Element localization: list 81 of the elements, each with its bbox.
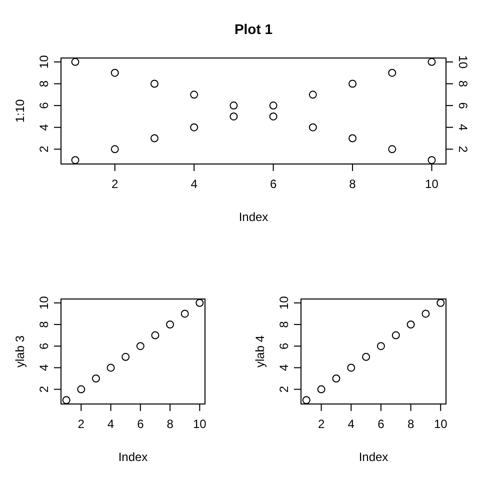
y-axis-title: ylab 3 bbox=[13, 335, 27, 368]
x-tick-label: 6 bbox=[378, 417, 385, 431]
x-tick-label: 6 bbox=[137, 417, 144, 431]
point bbox=[422, 310, 430, 318]
y2-tick-label: 6 bbox=[456, 102, 470, 110]
y-tick-label: 2 bbox=[37, 386, 51, 393]
point bbox=[122, 352, 130, 361]
y2-tick-label: 4 bbox=[456, 124, 470, 132]
point bbox=[269, 102, 278, 110]
x-tick-label: 4 bbox=[348, 417, 355, 431]
y-tick-label: 8 bbox=[277, 320, 291, 328]
chart-title: Plot 1 bbox=[234, 21, 273, 37]
x-tick-label: 4 bbox=[107, 417, 114, 431]
point bbox=[362, 352, 370, 361]
x-axis-title: Index bbox=[238, 210, 268, 224]
x-tick-label: 10 bbox=[425, 177, 439, 191]
point bbox=[347, 364, 356, 372]
point bbox=[348, 134, 357, 142]
point bbox=[92, 374, 100, 383]
y-tick-label: 8 bbox=[37, 320, 51, 328]
point bbox=[388, 145, 396, 154]
y-tick-label: 10 bbox=[37, 54, 51, 69]
point bbox=[62, 396, 70, 404]
point bbox=[190, 123, 198, 132]
point bbox=[110, 145, 119, 154]
y-tick-label: 4 bbox=[37, 124, 51, 131]
y2-tick-label: 10 bbox=[456, 55, 470, 69]
point bbox=[71, 156, 80, 164]
point bbox=[166, 320, 174, 328]
x-tick-label: 2 bbox=[112, 177, 119, 191]
point bbox=[196, 298, 204, 307]
x-axis-title: Index bbox=[358, 450, 388, 464]
y-axis-title: ylab 4 bbox=[253, 335, 267, 368]
y2-tick-label: 8 bbox=[456, 80, 470, 88]
y-axis-title: 1:10 bbox=[13, 99, 27, 123]
y-tick-label: 10 bbox=[37, 296, 51, 310]
point bbox=[180, 310, 189, 318]
point bbox=[71, 58, 80, 66]
y-tick-label: 2 bbox=[37, 146, 51, 153]
x-tick-label: 8 bbox=[349, 177, 356, 191]
y-tick-label: 4 bbox=[37, 364, 51, 372]
point bbox=[106, 364, 115, 372]
y2-tick-label: 2 bbox=[456, 146, 470, 153]
x-tick-label: 2 bbox=[78, 417, 85, 431]
x-tick-label: 10 bbox=[192, 417, 207, 431]
point bbox=[406, 320, 415, 328]
point bbox=[428, 58, 436, 66]
point bbox=[332, 374, 340, 383]
point bbox=[151, 331, 160, 340]
point bbox=[308, 90, 317, 99]
point bbox=[436, 298, 445, 307]
x-tick-label: 8 bbox=[166, 417, 174, 431]
point bbox=[388, 68, 396, 77]
x-tick-label: 10 bbox=[434, 417, 448, 431]
point bbox=[392, 331, 400, 340]
point bbox=[308, 123, 317, 132]
x-tick-label: 8 bbox=[407, 417, 414, 431]
point bbox=[230, 102, 238, 110]
point bbox=[150, 134, 158, 142]
point bbox=[136, 342, 144, 350]
x-tick-label: 4 bbox=[190, 177, 198, 191]
y-tick-label: 10 bbox=[277, 296, 291, 310]
point bbox=[150, 80, 158, 88]
x-axis-title: Index bbox=[118, 450, 148, 464]
point bbox=[190, 90, 198, 99]
y-tick-label: 8 bbox=[37, 80, 51, 88]
y-tick-label: 6 bbox=[37, 342, 51, 350]
y-tick-label: 6 bbox=[277, 342, 291, 350]
point bbox=[230, 112, 238, 120]
x-tick-label: 2 bbox=[318, 417, 325, 431]
point bbox=[376, 342, 385, 350]
point bbox=[269, 112, 278, 120]
y-tick-label: 4 bbox=[277, 364, 291, 372]
point bbox=[110, 68, 119, 77]
point bbox=[428, 156, 436, 164]
y-tick-label: 6 bbox=[37, 102, 51, 109]
point bbox=[317, 385, 326, 394]
point bbox=[348, 80, 357, 88]
point bbox=[302, 396, 310, 404]
point bbox=[77, 385, 86, 394]
y-tick-label: 2 bbox=[277, 386, 291, 393]
